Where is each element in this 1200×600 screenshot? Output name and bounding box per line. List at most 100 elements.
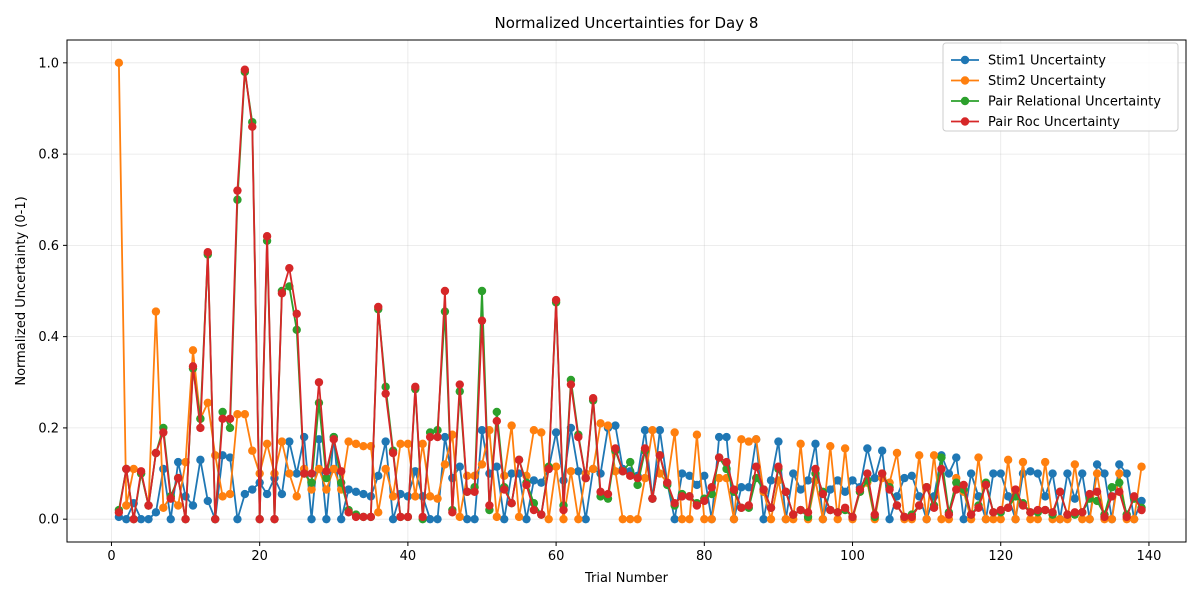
data-point bbox=[774, 437, 783, 446]
data-point bbox=[381, 437, 390, 446]
data-point bbox=[722, 432, 731, 442]
data-point bbox=[781, 514, 791, 524]
series-group bbox=[114, 58, 1146, 524]
data-point bbox=[529, 505, 539, 515]
data-point bbox=[255, 514, 264, 524]
data-point bbox=[840, 487, 850, 496]
data-point bbox=[714, 432, 724, 442]
data-point bbox=[700, 514, 709, 524]
data-point bbox=[1070, 460, 1080, 469]
data-point bbox=[507, 421, 516, 430]
data-point bbox=[826, 441, 835, 451]
data-point bbox=[122, 514, 131, 524]
data-point bbox=[1100, 512, 1109, 522]
data-point bbox=[959, 480, 968, 490]
data-point bbox=[344, 508, 353, 517]
legend-item: Pair Relational Uncertainty bbox=[951, 95, 1161, 110]
data-point bbox=[529, 476, 539, 485]
data-point bbox=[700, 496, 709, 506]
data-point bbox=[151, 508, 161, 517]
data-point bbox=[588, 394, 598, 403]
data-point bbox=[248, 485, 257, 494]
data-point bbox=[803, 476, 813, 485]
data-point bbox=[218, 407, 227, 417]
data-point bbox=[322, 467, 331, 476]
data-point bbox=[440, 460, 450, 469]
data-point bbox=[1040, 492, 1050, 501]
data-point bbox=[737, 503, 746, 512]
x-tick-label: 100 bbox=[840, 549, 865, 564]
data-point bbox=[114, 58, 124, 68]
data-point bbox=[492, 416, 502, 426]
data-point bbox=[729, 485, 739, 494]
data-point bbox=[359, 441, 368, 451]
data-point bbox=[937, 453, 946, 462]
data-point bbox=[692, 430, 702, 439]
data-point bbox=[1078, 469, 1087, 478]
data-point bbox=[677, 514, 687, 524]
x-tick-label: 20 bbox=[251, 549, 268, 564]
data-point bbox=[789, 469, 798, 478]
data-point bbox=[922, 514, 931, 524]
data-point bbox=[159, 503, 168, 512]
data-point bbox=[425, 492, 435, 501]
data-point bbox=[685, 514, 694, 524]
data-point bbox=[677, 492, 687, 501]
data-point bbox=[648, 425, 657, 435]
y-tick-label: 0.4 bbox=[38, 330, 59, 345]
data-point bbox=[803, 508, 813, 517]
legend-marker bbox=[960, 117, 970, 126]
data-point bbox=[270, 514, 279, 524]
data-point bbox=[566, 467, 576, 476]
data-point bbox=[136, 467, 146, 476]
data-point bbox=[1107, 492, 1117, 501]
data-point bbox=[522, 514, 531, 524]
data-point bbox=[766, 476, 776, 485]
data-point bbox=[262, 489, 272, 499]
chart-title: Normalized Uncertainties for Day 8 bbox=[495, 14, 759, 32]
data-point bbox=[500, 514, 509, 524]
data-point bbox=[618, 514, 627, 524]
data-point bbox=[877, 469, 887, 478]
data-point bbox=[603, 489, 613, 499]
data-point bbox=[203, 248, 213, 257]
data-point bbox=[188, 346, 198, 355]
data-point bbox=[915, 451, 924, 460]
data-point bbox=[885, 514, 894, 524]
data-point bbox=[818, 489, 828, 499]
data-point bbox=[1122, 469, 1131, 478]
data-point bbox=[388, 492, 398, 501]
data-point bbox=[707, 483, 716, 492]
data-point bbox=[477, 460, 487, 469]
y-axis-title: Normalized Uncertainty (0-1) bbox=[14, 196, 29, 385]
data-point bbox=[248, 122, 257, 131]
legend-label: Pair Relational Uncertainty bbox=[988, 95, 1161, 110]
legend-marker bbox=[960, 76, 970, 85]
data-point bbox=[277, 489, 287, 499]
data-point bbox=[351, 487, 361, 496]
data-point bbox=[1122, 512, 1131, 522]
data-point bbox=[863, 444, 872, 453]
data-point bbox=[1078, 508, 1087, 517]
data-point bbox=[411, 467, 420, 476]
data-point bbox=[537, 478, 546, 487]
data-point bbox=[633, 473, 642, 483]
data-point bbox=[1033, 469, 1042, 478]
data-point bbox=[1078, 514, 1087, 524]
data-point bbox=[981, 480, 991, 490]
data-point bbox=[626, 471, 635, 481]
data-point bbox=[1092, 460, 1102, 469]
data-point bbox=[833, 476, 842, 485]
data-point bbox=[374, 508, 383, 517]
data-point bbox=[218, 492, 227, 501]
series-line bbox=[117, 68, 1143, 521]
data-point bbox=[225, 414, 235, 423]
data-point bbox=[1033, 514, 1042, 524]
data-point bbox=[1085, 489, 1094, 499]
data-point bbox=[1129, 514, 1139, 524]
data-point bbox=[1100, 469, 1109, 478]
data-point bbox=[559, 514, 568, 524]
data-point bbox=[907, 512, 917, 522]
data-point bbox=[848, 512, 857, 522]
data-point bbox=[485, 501, 494, 510]
